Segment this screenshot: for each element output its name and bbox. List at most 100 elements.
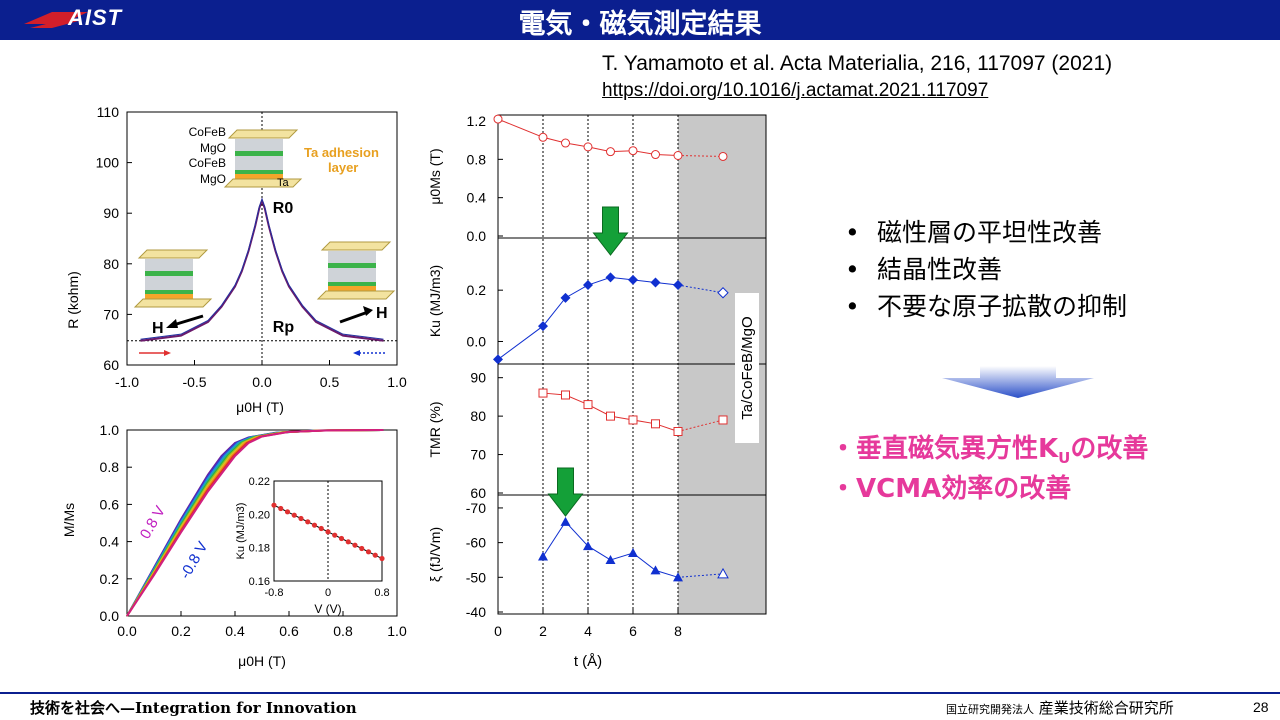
t-ytick-label: 0.0 bbox=[467, 228, 487, 244]
t-xtick-label: 8 bbox=[674, 623, 682, 639]
mh-chart: 0.0 0.2 0.4 0.6 0.8 1.0 0.0 0.2 0.4 0.6 0.8 1.0 0.8 … bbox=[61, 422, 407, 669]
cofeb-layer bbox=[328, 251, 376, 263]
t-ref-connector bbox=[677, 155, 724, 157]
layer-label: CoFeB bbox=[189, 125, 226, 139]
inset-point bbox=[379, 555, 385, 562]
inset-xlabel: V (V) bbox=[314, 602, 341, 616]
t-point bbox=[583, 400, 593, 410]
t-ytick-label: 0.8 bbox=[467, 151, 487, 167]
t-ytick-label: -50 bbox=[466, 569, 486, 585]
rh-xtick-label: 0.5 bbox=[320, 374, 340, 390]
inset-ytick-label: 0.22 bbox=[249, 476, 270, 488]
mgo-layer bbox=[328, 263, 376, 268]
t-point bbox=[628, 274, 638, 285]
t-point bbox=[650, 277, 661, 288]
t-point bbox=[538, 132, 548, 142]
t-point bbox=[583, 541, 593, 551]
layer-label: CoFeB bbox=[189, 156, 226, 170]
mgo-layer bbox=[328, 282, 376, 286]
mgo-layer bbox=[145, 290, 193, 294]
t-point bbox=[673, 280, 683, 291]
t-point bbox=[606, 147, 615, 157]
arrowhead-icon bbox=[363, 306, 373, 316]
t-point bbox=[583, 142, 593, 152]
inset-point bbox=[298, 515, 304, 522]
t-point bbox=[560, 292, 571, 303]
t-point bbox=[561, 138, 570, 148]
t-xtick-label: 2 bbox=[539, 623, 547, 639]
t-panel-ylabel: μ0Ms (T) bbox=[427, 148, 443, 204]
bullet-item: 不要な原子拡散の抑制 bbox=[845, 288, 1127, 325]
rh-ytick-label: 60 bbox=[103, 357, 119, 373]
t-ytick-label: -40 bbox=[466, 604, 486, 620]
inset-point bbox=[332, 532, 338, 538]
voltage-label-neg: -0.8 V bbox=[177, 539, 212, 582]
t-point bbox=[628, 415, 638, 425]
down-arrow-icon bbox=[942, 366, 1094, 398]
rh-xlabel: μ0H (T) bbox=[236, 399, 284, 415]
mh-xtick-label: 0.2 bbox=[171, 623, 191, 639]
inset-xtick-label: 0.8 bbox=[374, 587, 389, 599]
inset-point bbox=[291, 512, 297, 518]
t-point bbox=[605, 554, 616, 564]
t-point bbox=[673, 427, 683, 436]
mh-frame bbox=[126, 429, 398, 617]
layer-label: MgO bbox=[200, 172, 226, 186]
t-point bbox=[651, 150, 660, 160]
inset-ytick-label: 0.16 bbox=[249, 576, 270, 588]
bottom-electrode bbox=[133, 298, 213, 308]
inset-point bbox=[311, 522, 318, 528]
inset-point bbox=[318, 525, 324, 532]
mh-ytick-label: 0.0 bbox=[100, 608, 120, 624]
h-label-left: H bbox=[152, 320, 164, 337]
aist-logo bbox=[24, 12, 88, 28]
t-point bbox=[605, 272, 616, 283]
t-ytick-label: 0.0 bbox=[467, 333, 487, 349]
inset-xtick-label: -0.8 bbox=[265, 587, 284, 599]
t-point bbox=[673, 572, 683, 582]
inset-ytick-label: 0.18 bbox=[249, 543, 270, 555]
t-ref-point bbox=[718, 151, 728, 161]
t-point bbox=[560, 516, 571, 526]
mh-ytick-label: 1.0 bbox=[100, 422, 120, 438]
inset-point bbox=[352, 542, 358, 548]
t-point bbox=[583, 280, 593, 291]
mh-xtick-label: 0.6 bbox=[279, 623, 299, 639]
result-vcma: ・VCMA効率の改善 bbox=[830, 474, 1072, 504]
inset-point bbox=[278, 505, 284, 512]
inset-point bbox=[305, 519, 311, 525]
result-ku: ・垂直磁気異方性KUの改善 bbox=[830, 434, 1149, 468]
t-ytick-label: 80 bbox=[470, 408, 486, 424]
doi-link[interactable]: https://doi.org/10.1016/j.actamat.2021.1… bbox=[602, 80, 989, 101]
t-ref-point bbox=[717, 567, 729, 579]
mh-xtick-label: 0.8 bbox=[333, 623, 353, 639]
bullet-item: 結晶性改善 bbox=[845, 251, 1127, 288]
page-number: 28 bbox=[1253, 699, 1269, 715]
rh-ytick-label: 80 bbox=[103, 256, 119, 272]
t-ref-connector bbox=[677, 573, 724, 578]
title-bar: AIST 電気・磁気測定結果 bbox=[0, 0, 1280, 40]
t-ytick-label: 0.4 bbox=[467, 190, 487, 206]
rh-chart: -1.0 -0.5 0.0 0.5 1.0 60 70 80 90 100 110 R0 Rp CoFeB… bbox=[65, 104, 407, 415]
mh-ytick-label: 0.8 bbox=[100, 459, 120, 475]
rh-ylabel: R (kohm) bbox=[65, 271, 81, 329]
h-arrow-right bbox=[339, 310, 369, 324]
t-ref-point bbox=[718, 415, 728, 425]
inset-point bbox=[271, 502, 277, 508]
rp-label: Rp bbox=[273, 319, 295, 336]
t-ytick-label: 70 bbox=[470, 447, 486, 463]
shaded-label-box bbox=[735, 293, 759, 443]
inset-point bbox=[345, 539, 351, 545]
t-ytick-label: 60 bbox=[470, 485, 486, 501]
mh-ylabel: M/Ms bbox=[61, 503, 77, 537]
rh-curve bbox=[140, 197, 384, 342]
arrowhead-icon bbox=[353, 350, 360, 356]
t-point bbox=[650, 565, 661, 575]
mh-ytick-label: 0.6 bbox=[100, 496, 120, 512]
mh-ytick-label: 0.2 bbox=[100, 571, 120, 587]
t-point bbox=[606, 411, 615, 421]
rh-xtick-label: 1.0 bbox=[387, 374, 407, 390]
inset-xtick-label: 0 bbox=[325, 587, 331, 599]
t-ytick-label: -70 bbox=[466, 500, 486, 516]
